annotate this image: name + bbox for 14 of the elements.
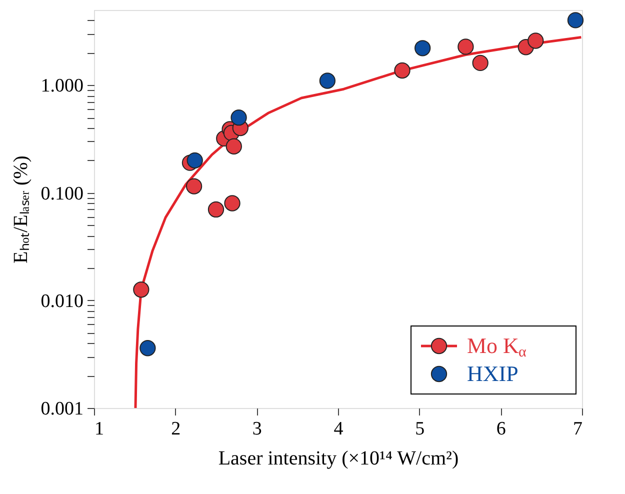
y-axis-title: Eₕₒₜ/Eₗₐₛₑᵣ (%) (10, 156, 32, 264)
x-tick-label: 5 (415, 418, 425, 440)
y-tick-label: 1.000 (40, 76, 84, 97)
x-tick-label: 6 (496, 418, 506, 440)
y-tick-label: 0.100 (40, 183, 84, 204)
x-axis-title: Laser intensity (×10¹⁴ W/cm²) (218, 448, 459, 470)
legend-label: HXIP (467, 361, 518, 386)
x-tick-label: 2 (171, 418, 181, 440)
x-tick-label: 7 (573, 418, 582, 440)
x-tick-label: 1 (94, 418, 104, 440)
y-tick-label: 0.010 (40, 290, 84, 312)
x-tick-label: 3 (252, 418, 262, 440)
x-tick-label: 4 (334, 418, 344, 440)
y-tick-label: 0.001 (40, 398, 84, 420)
